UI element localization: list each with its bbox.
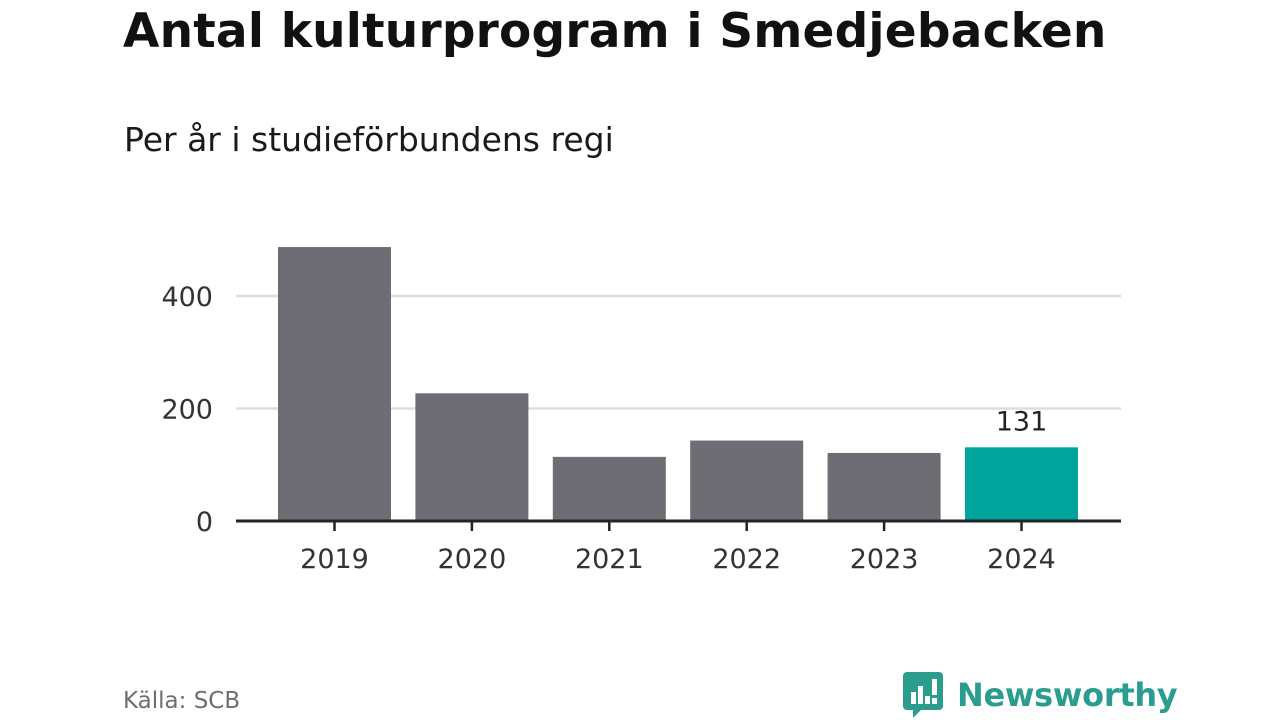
- chart-subtitle: Per år i studieförbundens regi: [124, 120, 614, 159]
- bar-chart-bubble-icon: [903, 672, 943, 718]
- data-label-2024: 131: [996, 406, 1048, 437]
- brand-logo: Newsworthy: [903, 672, 1178, 718]
- y-tick-label: 400: [161, 282, 213, 313]
- y-tick-label: 200: [161, 395, 213, 426]
- bar-2021: [552, 456, 666, 521]
- bars: [278, 247, 1078, 521]
- bar-2019: [278, 247, 391, 521]
- bar-2023: [827, 452, 941, 521]
- source-note: Källa: SCB: [123, 688, 241, 714]
- x-tick-label: 2021: [575, 544, 644, 575]
- y-tick-label: 0: [196, 507, 213, 538]
- bar-2022: [690, 440, 804, 521]
- bar-2020: [415, 393, 529, 521]
- x-tick-label: 2022: [712, 544, 781, 575]
- x-tick-label: 2023: [850, 544, 919, 575]
- bar-2024: [965, 447, 1078, 521]
- brand-name: Newsworthy: [957, 676, 1178, 714]
- x-tick-label: 2019: [300, 544, 369, 575]
- labels: 0 200 400 2019 2020 2021 2022 2023 2024 131: [161, 282, 1055, 575]
- chart-title: Antal kulturprogram i Smedjebacken: [123, 4, 1107, 59]
- x-tick-label: 2024: [987, 544, 1056, 575]
- axes: [236, 519, 1121, 531]
- x-tick-label: 2020: [438, 544, 507, 575]
